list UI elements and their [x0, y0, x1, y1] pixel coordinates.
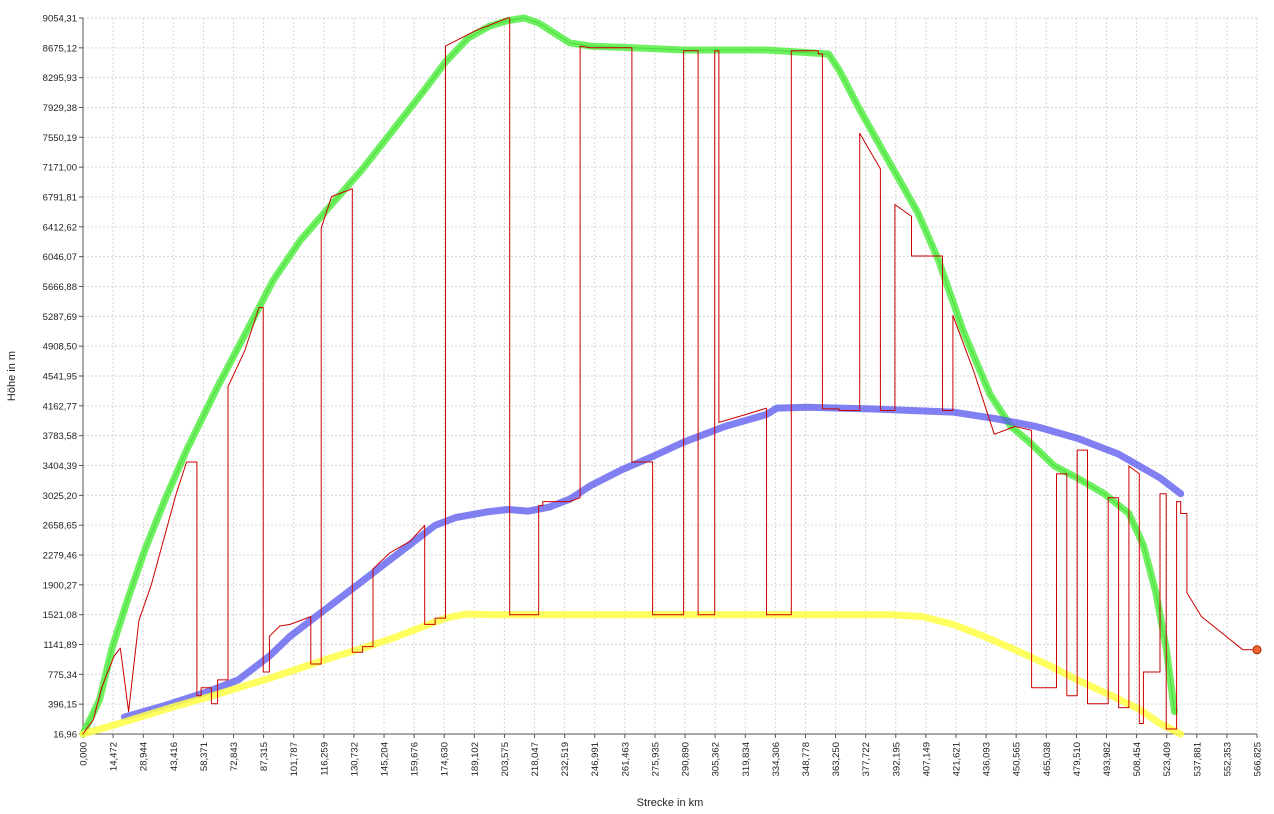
y-tick-label: 8675,12 — [43, 43, 77, 54]
x-tick-label: 116,259 — [319, 742, 330, 776]
x-tick-label: 145,204 — [380, 742, 391, 776]
x-tick-label: 0,000 — [79, 742, 90, 766]
x-tick-label: 392,195 — [891, 742, 902, 776]
x-tick-label: 363,250 — [831, 742, 842, 776]
y-tick-label: 3404,39 — [43, 461, 77, 472]
x-tick-label: 436,093 — [982, 742, 993, 776]
x-tick-label: 130,732 — [349, 742, 360, 776]
x-tick-label: 14,472 — [109, 742, 120, 771]
x-tick-label: 101,787 — [289, 742, 300, 776]
x-tick-label: 218,047 — [530, 742, 541, 776]
y-tick-label: 4541,95 — [43, 372, 77, 383]
chart-axes — [79, 17, 1258, 738]
x-tick-labels: 0,000 14,472 28,944 43,416 58,371 72,843 87,31… — [79, 742, 1264, 776]
y-tick-label: 8295,93 — [43, 73, 77, 84]
x-tick-label: 537,881 — [1192, 742, 1203, 776]
y-tick-label: 5666,88 — [43, 282, 77, 293]
y-tick-label: 2279,46 — [43, 551, 77, 562]
x-tick-label: 566,825 — [1253, 742, 1264, 776]
x-tick-label: 493,982 — [1102, 742, 1113, 776]
x-tick-label: 246,991 — [590, 742, 601, 776]
x-tick-label: 203,575 — [500, 742, 511, 776]
x-tick-label: 189,102 — [470, 742, 481, 776]
x-tick-label: 87,315 — [259, 742, 270, 771]
x-tick-label: 174,630 — [440, 742, 451, 776]
x-tick-label: 465,038 — [1042, 742, 1053, 776]
x-tick-label: 508,454 — [1132, 742, 1143, 776]
x-tick-label: 72,843 — [229, 742, 240, 771]
x-tick-label: 407,149 — [921, 742, 932, 776]
y-tick-labels: 16,96 396,15 775,34 1141,89 1521,08 1900,27 22… — [43, 14, 77, 741]
series-end-point — [1252, 645, 1262, 655]
chart-grid — [82, 17, 1258, 735]
y-tick-label: 6791,81 — [43, 193, 77, 204]
x-tick-label: 305,362 — [711, 742, 722, 776]
x-axis-label: Strecke in km — [637, 797, 704, 809]
y-tick-label: 9054,31 — [43, 14, 77, 25]
y-tick-label: 16,96 — [53, 730, 77, 741]
x-tick-label: 319,834 — [741, 742, 752, 776]
y-tick-label: 3783,58 — [43, 431, 77, 442]
x-tick-label: 261,463 — [620, 742, 631, 776]
y-tick-label: 7171,00 — [43, 163, 77, 174]
y-tick-label: 2658,65 — [43, 521, 77, 532]
x-tick-label: 275,935 — [650, 742, 661, 776]
x-tick-label: 523,409 — [1162, 742, 1173, 776]
y-tick-label: 4162,77 — [43, 401, 77, 412]
y-tick-label: 4908,50 — [43, 342, 77, 353]
x-tick-label: 348,778 — [801, 742, 812, 776]
series-line-3 — [79, 610, 1185, 738]
x-tick-label: 334,306 — [771, 742, 782, 776]
x-tick-label: 479,510 — [1072, 742, 1083, 776]
y-axis-label: Höhe in m — [6, 351, 18, 401]
chart-series — [79, 14, 1258, 738]
x-tick-label: 28,944 — [139, 742, 150, 771]
x-tick-label: 290,890 — [681, 742, 692, 776]
y-tick-label: 7929,38 — [43, 103, 77, 114]
y-tick-label: 1141,89 — [43, 640, 77, 651]
x-tick-label: 159,676 — [410, 742, 421, 776]
y-tick-label: 775,34 — [48, 670, 77, 681]
x-tick-label: 58,371 — [199, 742, 210, 771]
x-tick-label: 552,353 — [1222, 742, 1233, 776]
x-tick-label: 43,416 — [169, 742, 180, 771]
y-tick-label: 3025,20 — [43, 491, 77, 502]
x-tick-label: 421,621 — [951, 742, 962, 776]
y-tick-label: 1900,27 — [43, 580, 77, 591]
x-tick-label: 232,519 — [560, 742, 571, 776]
y-tick-label: 1521,08 — [43, 610, 77, 621]
y-tick-label: 6046,07 — [43, 252, 77, 263]
x-tick-label: 377,722 — [861, 742, 872, 776]
series-line-4 — [82, 17, 1258, 735]
y-tick-label: 7550,19 — [43, 133, 77, 144]
y-tick-label: 5287,69 — [43, 312, 77, 323]
y-tick-label: 396,15 — [48, 700, 77, 711]
y-tick-label: 6412,62 — [43, 222, 77, 233]
x-tick-label: 450,565 — [1012, 742, 1023, 776]
series-line-1 — [79, 14, 1178, 738]
